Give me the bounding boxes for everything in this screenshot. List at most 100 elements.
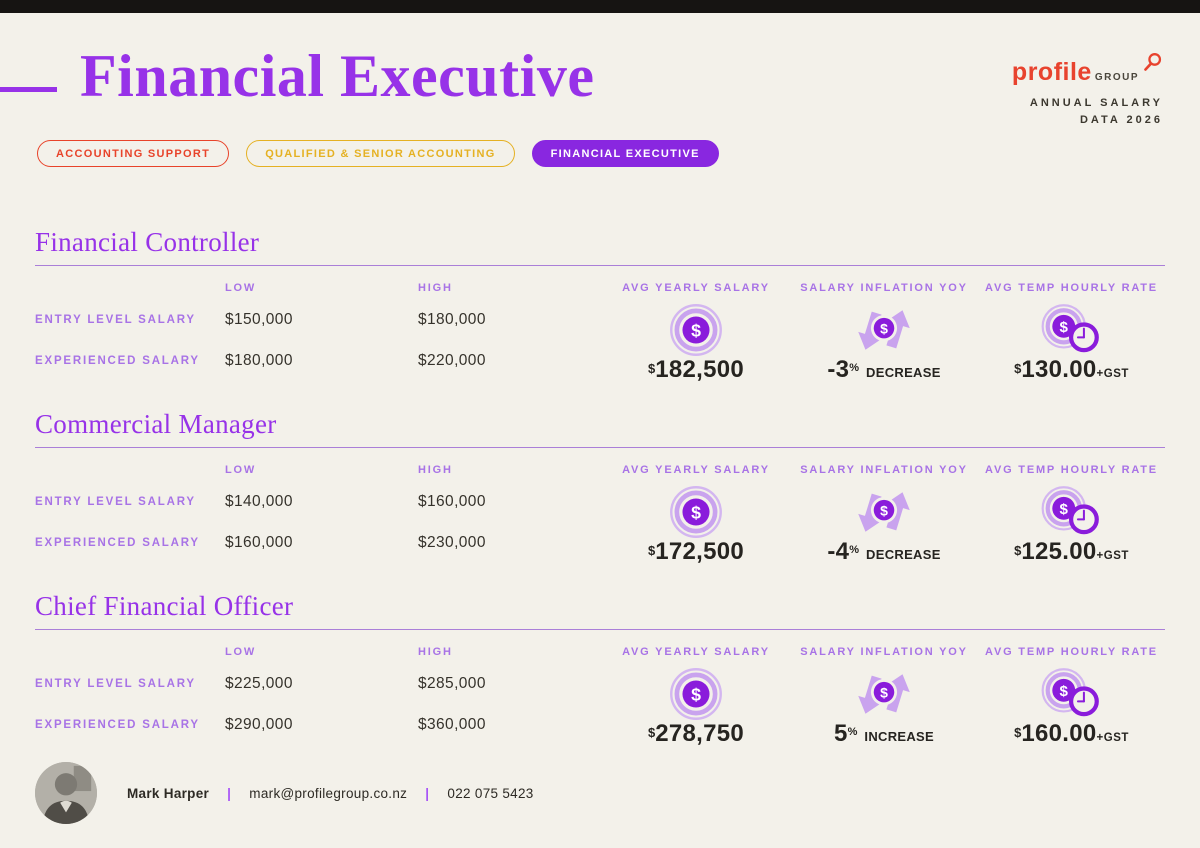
column-spacer (35, 294, 225, 300)
salary-inflation-arrows-icon: $ (858, 674, 910, 714)
section-financial-controller: Financial Controller LOW HIGH AVG YEARLY… (35, 227, 1165, 382)
top-black-bar (0, 0, 1200, 13)
dollar-clock-icon: $ (1041, 304, 1099, 353)
salary-inflation-stat: $ 5% INCREASE (790, 664, 978, 746)
contact-footer: Mark Harper | mark@profilegroup.co.nz | … (35, 762, 1200, 824)
separator: | (425, 785, 430, 801)
column-header-high: HIGH (418, 464, 453, 476)
section-divider (35, 629, 1165, 630)
column-header-low: LOW (225, 282, 257, 294)
svg-text:$: $ (1059, 501, 1068, 518)
avg-temp-hourly-stat: $ $125.00+GST (978, 482, 1165, 564)
avg-temp-hourly-stat: $ $130.00+GST (978, 300, 1165, 382)
svg-text:$: $ (691, 685, 701, 705)
separator: | (227, 785, 232, 801)
salary-inflation-value: -4% DECREASE (827, 538, 941, 565)
page-title: Financial Executive (80, 43, 595, 109)
row-label-entry: ENTRY LEVEL SALARY (35, 314, 196, 326)
entry-low-value: $225,000 (225, 675, 293, 692)
column-header-high: HIGH (418, 282, 453, 294)
column-spacer (35, 658, 225, 664)
entry-high-value: $180,000 (418, 311, 486, 328)
row-label-entry: ENTRY LEVEL SALARY (35, 496, 196, 508)
annual-salary-data-caption: ANNUAL SALARY DATA 2026 (1029, 97, 1163, 126)
svg-text:$: $ (691, 321, 701, 341)
page-header: Financial Executive profile GROUP ANNUAL… (0, 13, 1200, 126)
salary-inflation-arrows-icon: $ (858, 492, 910, 532)
section-chief-financial-officer: Chief Financial Officer LOW HIGH AVG YEA… (35, 591, 1165, 746)
experienced-low-value: $180,000 (225, 352, 293, 369)
column-header-hourly: AVG TEMP HOURLY RATE (985, 282, 1158, 294)
tab-financial-executive[interactable]: FINANCIAL EXECUTIVE (531, 140, 719, 167)
experienced-high-value: $360,000 (418, 716, 486, 733)
column-header-avg-yearly: AVG YEARLY SALARY (622, 464, 770, 476)
avg-yearly-salary-stat: $ $172,500 (602, 482, 790, 564)
dollar-coin-icon: $ (670, 304, 722, 356)
logo-profile-wordmark: profile (1011, 58, 1092, 86)
experienced-low-value: $160,000 (225, 534, 293, 551)
row-label-experienced: EXPERIENCED SALARY (35, 355, 200, 367)
column-header-hourly: AVG TEMP HOURLY RATE (985, 646, 1158, 658)
svg-text:$: $ (880, 320, 888, 336)
section-divider (35, 265, 1165, 266)
column-header-inflation: SALARY INFLATION YOY (800, 464, 968, 476)
column-spacer (35, 476, 225, 482)
avg-yearly-salary-stat: $ $182,500 (602, 300, 790, 382)
contact-email[interactable]: mark@profilegroup.co.nz (249, 785, 408, 801)
avg-temp-hourly-value: $125.00+GST (1014, 538, 1129, 565)
avg-yearly-salary-value: $172,500 (647, 538, 745, 565)
row-label-experienced: EXPERIENCED SALARY (35, 537, 200, 549)
category-tabs: ACCOUNTING SUPPORT QUALIFIED & SENIOR AC… (37, 140, 1200, 167)
svg-text:$: $ (1059, 319, 1068, 336)
logo-group-wordmark: GROUP (1094, 72, 1139, 83)
dollar-coin-icon: $ (670, 668, 722, 720)
experienced-high-value: $220,000 (418, 352, 486, 369)
brand-block: profile GROUP ANNUAL SALARY DATA 2026 (1011, 53, 1163, 129)
entry-low-value: $150,000 (225, 311, 293, 328)
tab-accounting-support[interactable]: ACCOUNTING SUPPORT (37, 140, 230, 167)
svg-text:$: $ (1059, 683, 1068, 700)
svg-text:$: $ (880, 684, 888, 700)
experienced-high-value: $230,000 (418, 534, 486, 551)
column-header-low: LOW (225, 646, 257, 658)
title-dash-decoration (0, 87, 57, 92)
row-label-experienced: EXPERIENCED SALARY (35, 719, 200, 731)
avg-temp-hourly-value: $160.00+GST (1014, 720, 1129, 747)
contact-name: Mark Harper (127, 785, 210, 801)
column-header-inflation: SALARY INFLATION YOY (800, 646, 968, 658)
column-header-avg-yearly: AVG YEARLY SALARY (622, 646, 770, 658)
section-commercial-manager: Commercial Manager LOW HIGH AVG YEARLY S… (35, 409, 1165, 564)
section-title: Commercial Manager (35, 409, 277, 439)
column-header-hourly: AVG TEMP HOURLY RATE (985, 464, 1158, 476)
avg-temp-hourly-value: $130.00+GST (1014, 356, 1129, 383)
search-icon (1144, 53, 1162, 71)
svg-text:$: $ (691, 503, 701, 523)
row-label-entry: ENTRY LEVEL SALARY (35, 678, 196, 690)
avg-yearly-salary-stat: $ $278,750 (602, 664, 790, 746)
entry-low-value: $140,000 (225, 493, 293, 510)
dollar-clock-icon: $ (1041, 486, 1099, 535)
column-header-inflation: SALARY INFLATION YOY (800, 282, 968, 294)
avg-yearly-salary-value: $278,750 (647, 720, 745, 747)
salary-inflation-stat: $ -3% DECREASE (790, 300, 978, 382)
tab-qualified-senior-accounting[interactable]: QUALIFIED & SENIOR ACCOUNTING (246, 140, 515, 167)
avg-yearly-salary-value: $182,500 (647, 356, 745, 383)
section-title: Financial Controller (35, 227, 260, 257)
section-title: Chief Financial Officer (35, 591, 294, 621)
experienced-low-value: $290,000 (225, 716, 293, 733)
avg-temp-hourly-stat: $ $160.00+GST (978, 664, 1165, 746)
column-header-avg-yearly: AVG YEARLY SALARY (622, 282, 770, 294)
column-header-high: HIGH (418, 646, 453, 658)
salary-inflation-arrows-icon: $ (858, 310, 910, 350)
dollar-clock-icon: $ (1041, 668, 1099, 717)
dollar-coin-icon: $ (670, 486, 722, 538)
salary-inflation-value: -3% DECREASE (827, 356, 941, 383)
entry-high-value: $285,000 (418, 675, 486, 692)
contact-phone[interactable]: 022 075 5423 (447, 785, 534, 801)
avatar (35, 762, 97, 824)
svg-text:$: $ (880, 502, 888, 518)
salary-inflation-stat: $ -4% DECREASE (790, 482, 978, 564)
entry-high-value: $160,000 (418, 493, 486, 510)
column-header-low: LOW (225, 464, 257, 476)
section-divider (35, 447, 1165, 448)
